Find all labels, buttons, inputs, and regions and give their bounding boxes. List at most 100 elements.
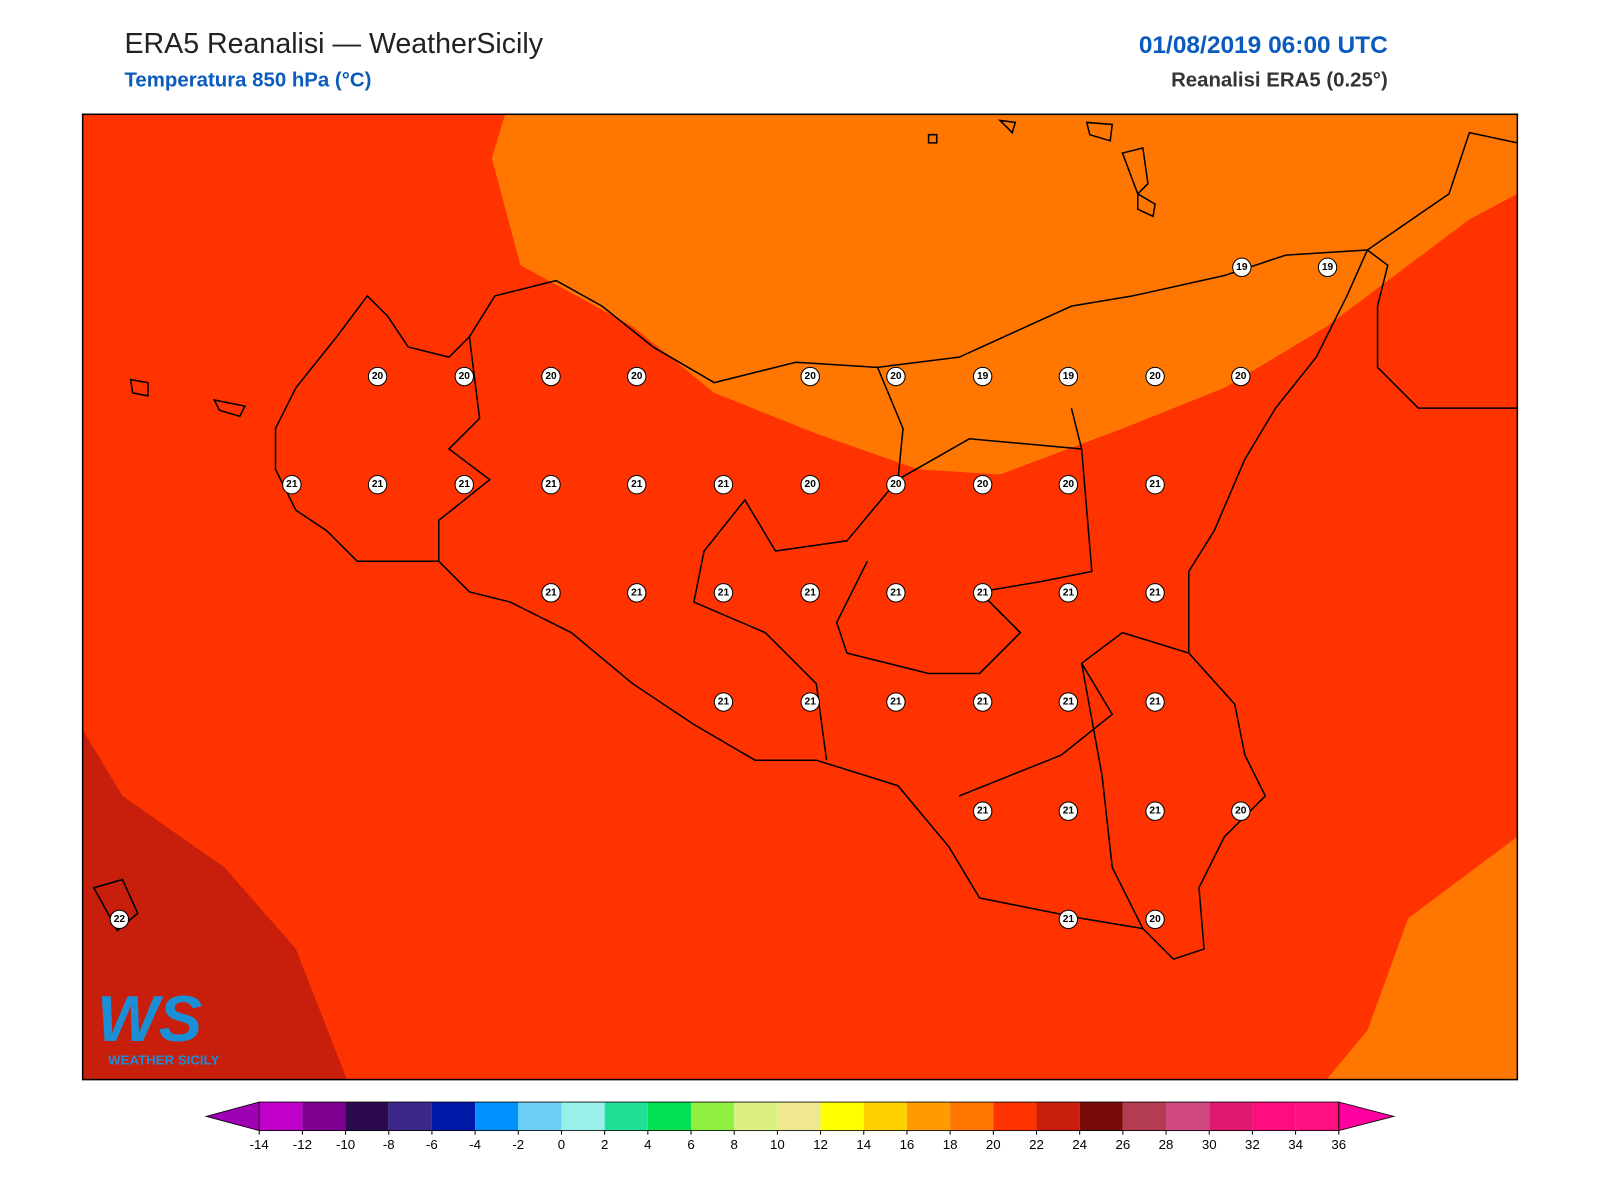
station-value: 21 <box>977 806 989 817</box>
station-marker <box>886 366 906 387</box>
station-value: 21 <box>631 479 643 490</box>
station-value: 21 <box>718 587 730 598</box>
station-value: 21 <box>286 479 298 490</box>
station-marker <box>541 475 561 495</box>
coastline <box>92 119 1518 961</box>
station-value: 20 <box>890 371 902 382</box>
station-marker <box>1145 583 1165 603</box>
colorbar-tick-label: 0 <box>558 1137 565 1152</box>
station-value: 20 <box>977 479 989 490</box>
colorbar-tick-label: -2 <box>512 1137 524 1152</box>
colorbar-bin <box>820 1102 864 1131</box>
station-marker <box>1058 909 1079 930</box>
station-marker <box>800 366 820 387</box>
station-value: 21 <box>890 697 902 708</box>
station-marker <box>972 692 993 712</box>
station-marker <box>627 583 647 603</box>
station-value: 21 <box>1149 697 1161 708</box>
colorbar-tick-label: -6 <box>426 1137 438 1152</box>
station-value: 21 <box>1063 806 1075 817</box>
colorbar-bin <box>431 1102 476 1131</box>
colorbar-tick-label: 18 <box>943 1137 958 1152</box>
subtitle: Temperatura 850 hPa (°C) <box>124 70 371 92</box>
colorbar-bin <box>1295 1102 1339 1131</box>
station-marker <box>1058 583 1079 603</box>
colorbar-tick-label: 26 <box>1115 1137 1130 1152</box>
colorbar-frame <box>258 1101 1340 1132</box>
station-value: 21 <box>805 587 817 598</box>
title: ERA5 Reanalisi — WeatherSicily <box>124 28 543 60</box>
station-value: 21 <box>631 587 643 598</box>
station-marker <box>713 583 734 603</box>
field-22-24 <box>82 729 347 1080</box>
station-marker <box>627 475 647 495</box>
station-value: 20 <box>372 371 384 382</box>
station-marker <box>282 475 302 495</box>
station-marker <box>1058 475 1079 495</box>
station-value: 21 <box>1063 697 1075 708</box>
colorbar-bin <box>475 1102 519 1131</box>
station-marker <box>1231 801 1251 821</box>
station-marker <box>367 366 388 387</box>
field-18-20 <box>491 114 1518 475</box>
station-marker <box>713 692 734 712</box>
station-value: 21 <box>459 479 471 490</box>
station-value: 19 <box>977 371 989 382</box>
datetime: 01/08/2019 06:00 UTC <box>1139 32 1388 59</box>
colorbar-bin <box>993 1102 1037 1131</box>
colorbar-bin <box>863 1102 907 1131</box>
station-marker <box>972 366 993 387</box>
map-frame <box>81 113 1519 1081</box>
station-marker <box>1317 257 1338 278</box>
station-value: 21 <box>718 697 730 708</box>
colorbar-bin <box>518 1102 562 1131</box>
station-marker <box>1232 257 1252 278</box>
station-marker <box>1145 475 1165 495</box>
colorbar-tick-label: 36 <box>1331 1137 1346 1152</box>
colorbar-bin <box>1036 1102 1080 1131</box>
station-value: 21 <box>977 697 989 708</box>
colorbar-bin <box>345 1102 389 1131</box>
logo-text: WEATHER SICILY <box>108 1052 219 1067</box>
station-value: 20 <box>459 371 471 382</box>
colorbar-bin <box>302 1102 346 1131</box>
station-marker <box>109 909 130 930</box>
colorbar-tick-label: 2 <box>601 1137 608 1152</box>
station-value: 20 <box>1063 479 1075 490</box>
colorbar-bin <box>950 1102 994 1131</box>
colorbar-tick-label: -4 <box>469 1137 481 1152</box>
station-value: 21 <box>977 587 989 598</box>
colorbar-bin <box>734 1102 778 1131</box>
colorbar-bin <box>906 1102 951 1131</box>
colorbar-bin <box>1079 1102 1123 1131</box>
station-marker <box>541 366 561 387</box>
station-value: 20 <box>1235 806 1247 817</box>
source: Reanalisi ERA5 (0.25°) <box>1171 70 1388 92</box>
station-marker <box>1145 801 1165 821</box>
station-value: 21 <box>372 479 384 490</box>
colorbar-tick-label: 8 <box>731 1137 738 1152</box>
station-value: 20 <box>545 371 557 382</box>
station-marker <box>886 475 906 495</box>
colorbar-bin <box>604 1102 648 1131</box>
station-value: 21 <box>890 587 902 598</box>
station-value: 21 <box>1063 587 1075 598</box>
colorbar-bin <box>1209 1102 1253 1131</box>
station-value: 21 <box>1063 914 1075 925</box>
station-marker <box>454 475 474 495</box>
colorbar-tick-label: 6 <box>687 1137 694 1152</box>
station-marker <box>1058 692 1079 712</box>
station-marker <box>886 583 906 603</box>
station-value: 20 <box>1149 914 1161 925</box>
station-value: 20 <box>805 371 817 382</box>
station-marker <box>800 475 820 495</box>
station-value: 20 <box>1149 371 1161 382</box>
colorbar-tick-label: 10 <box>770 1137 785 1152</box>
colorbar-tick-label: 28 <box>1159 1137 1174 1152</box>
colorbar-tick-label: 12 <box>813 1137 828 1152</box>
station-marker <box>541 583 561 603</box>
station-value: 22 <box>114 914 126 925</box>
colorbar-bin <box>388 1102 432 1131</box>
colorbar-tick-label: 30 <box>1202 1137 1217 1152</box>
